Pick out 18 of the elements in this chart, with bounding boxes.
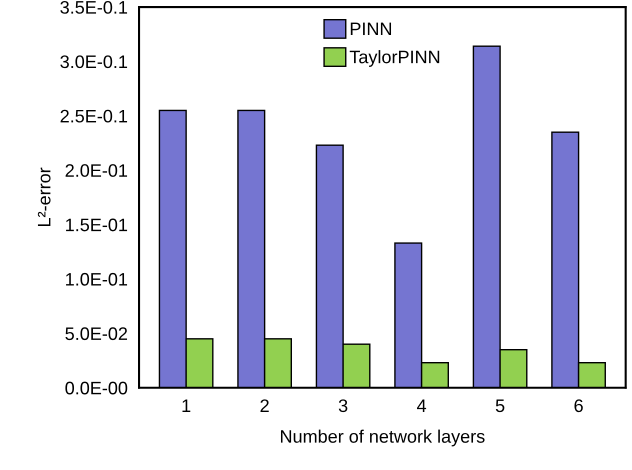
x-tick-label: 5 [496,400,504,412]
x-axis-title: Number of network layers [280,430,485,446]
y-tick-label: 1.0E-01 [66,272,128,286]
y-tick-label: 3.5E-0.1 [60,0,128,14]
x-tick-label: 2 [260,399,269,412]
x-tick-label: 4 [417,400,426,412]
y-tick-label: 1.5E-01 [66,218,128,232]
x-tick-label: 6 [574,399,583,412]
x-tick-label: 1 [182,400,190,412]
y-tick-label: 5.0E-02 [65,327,128,340]
y-axis-title: L²-error [38,168,51,226]
y-tick-label: 2.0E-01 [66,164,128,177]
x-tick-label: 3 [338,399,348,412]
legend-label: PINN [350,22,392,36]
y-tick-label: 0.0E-00 [65,382,128,394]
y-tick-label: 2.5E-0.1 [60,110,128,123]
y-tick-label: 3.0E-0.1 [60,55,128,68]
legend-label: TaylorPINN [350,50,440,67]
